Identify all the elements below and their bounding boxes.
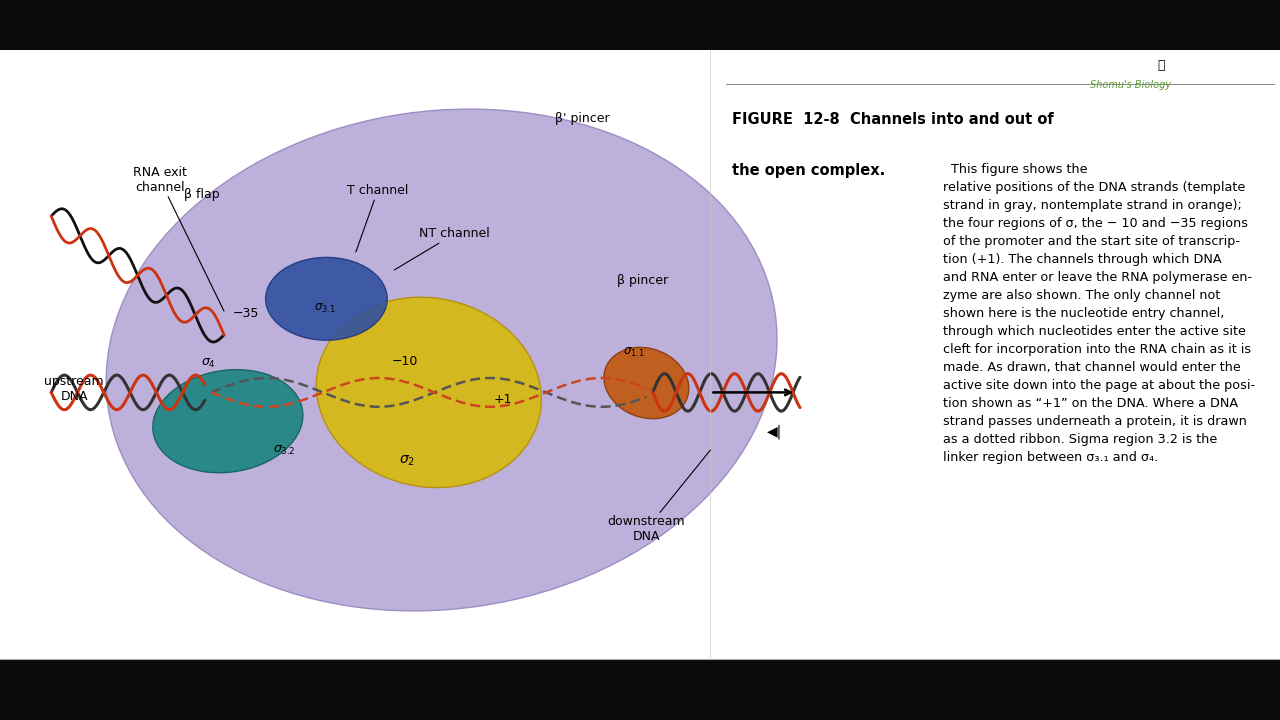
Text: 🌿: 🌿 — [1157, 59, 1165, 72]
Text: $\sigma_{2}$: $\sigma_{2}$ — [399, 454, 415, 468]
Text: FIGURE  12-8  Channels into and out of: FIGURE 12-8 Channels into and out of — [732, 112, 1053, 127]
Ellipse shape — [266, 258, 388, 341]
Ellipse shape — [106, 109, 777, 611]
Text: This figure shows the
relative positions of the DNA strands (template
strand in : This figure shows the relative positions… — [943, 163, 1256, 464]
Text: the open complex.: the open complex. — [732, 163, 886, 179]
Ellipse shape — [152, 369, 303, 473]
Text: ◀|: ◀| — [767, 425, 782, 439]
Ellipse shape — [316, 297, 541, 487]
Text: −35: −35 — [233, 307, 259, 320]
Text: T channel: T channel — [347, 184, 408, 252]
Text: $\sigma_{4}$: $\sigma_{4}$ — [201, 357, 216, 370]
Text: $\sigma_{1.1}$: $\sigma_{1.1}$ — [622, 346, 645, 359]
Text: upstream
DNA: upstream DNA — [45, 375, 104, 402]
Text: β flap: β flap — [184, 188, 220, 201]
Text: $\sigma_{3.1}$: $\sigma_{3.1}$ — [314, 302, 337, 315]
Text: +1: +1 — [494, 393, 512, 406]
Text: Shomu's Biology: Shomu's Biology — [1091, 80, 1171, 90]
Ellipse shape — [604, 347, 689, 419]
Text: downstream
DNA: downstream DNA — [608, 450, 710, 543]
FancyBboxPatch shape — [0, 50, 1280, 659]
Text: RNA exit
channel: RNA exit channel — [133, 166, 224, 311]
Text: NT channel: NT channel — [394, 228, 490, 270]
Text: β pincer: β pincer — [617, 274, 668, 287]
Text: −10: −10 — [392, 355, 417, 368]
Text: β' pincer: β' pincer — [556, 112, 609, 125]
Text: $\sigma_{3.2}$: $\sigma_{3.2}$ — [273, 444, 296, 456]
